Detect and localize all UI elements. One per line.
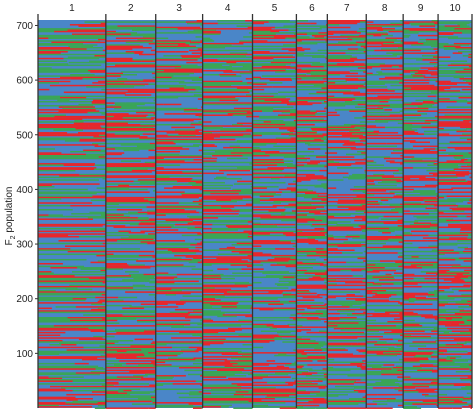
y-axis-label-subscript: 2 [10,235,17,239]
chromosome-label-3: 3 [176,3,182,14]
chromosome-label-4: 4 [225,3,231,14]
chromosome-label-7: 7 [344,3,350,14]
y-tick-label: 100 [16,349,33,360]
chromosome-column-1 [38,21,106,409]
y-axis: 100 200 300 400 500 600 700 [16,20,39,408]
chromosome-label-6: 6 [309,3,315,14]
chromosome-labels: 1 2 3 4 5 6 7 8 9 10 [69,3,461,14]
chromosome-column-8 [366,20,404,409]
chromosome-column-3 [155,20,203,409]
y-tick-label: 600 [16,76,33,87]
chromosome-column-4 [202,20,253,409]
y-tick-label: 200 [16,294,33,305]
chromosome-label-5: 5 [272,3,278,14]
y-axis-label: F2 population [4,187,17,246]
y-tick-label: 300 [16,240,33,251]
y-tick-label: 500 [16,130,33,141]
y-tick-label: 400 [16,185,33,196]
y-tick-label: 700 [16,21,33,32]
chromosome-label-1: 1 [69,3,75,14]
chromosome-column-9 [403,20,439,409]
heatmap-cells [38,20,472,409]
chromosome-column-6 [296,20,328,409]
chromosome-column-5 [252,20,297,409]
chromosome-column-7 [327,20,367,409]
chromosome-label-2: 2 [128,3,134,14]
chromosome-column-2 [105,21,156,409]
chromosome-label-10: 10 [449,3,461,14]
chromosome-column-10 [438,21,472,409]
chromosome-label-8: 8 [382,3,388,14]
chromosome-label-9: 9 [418,3,424,14]
